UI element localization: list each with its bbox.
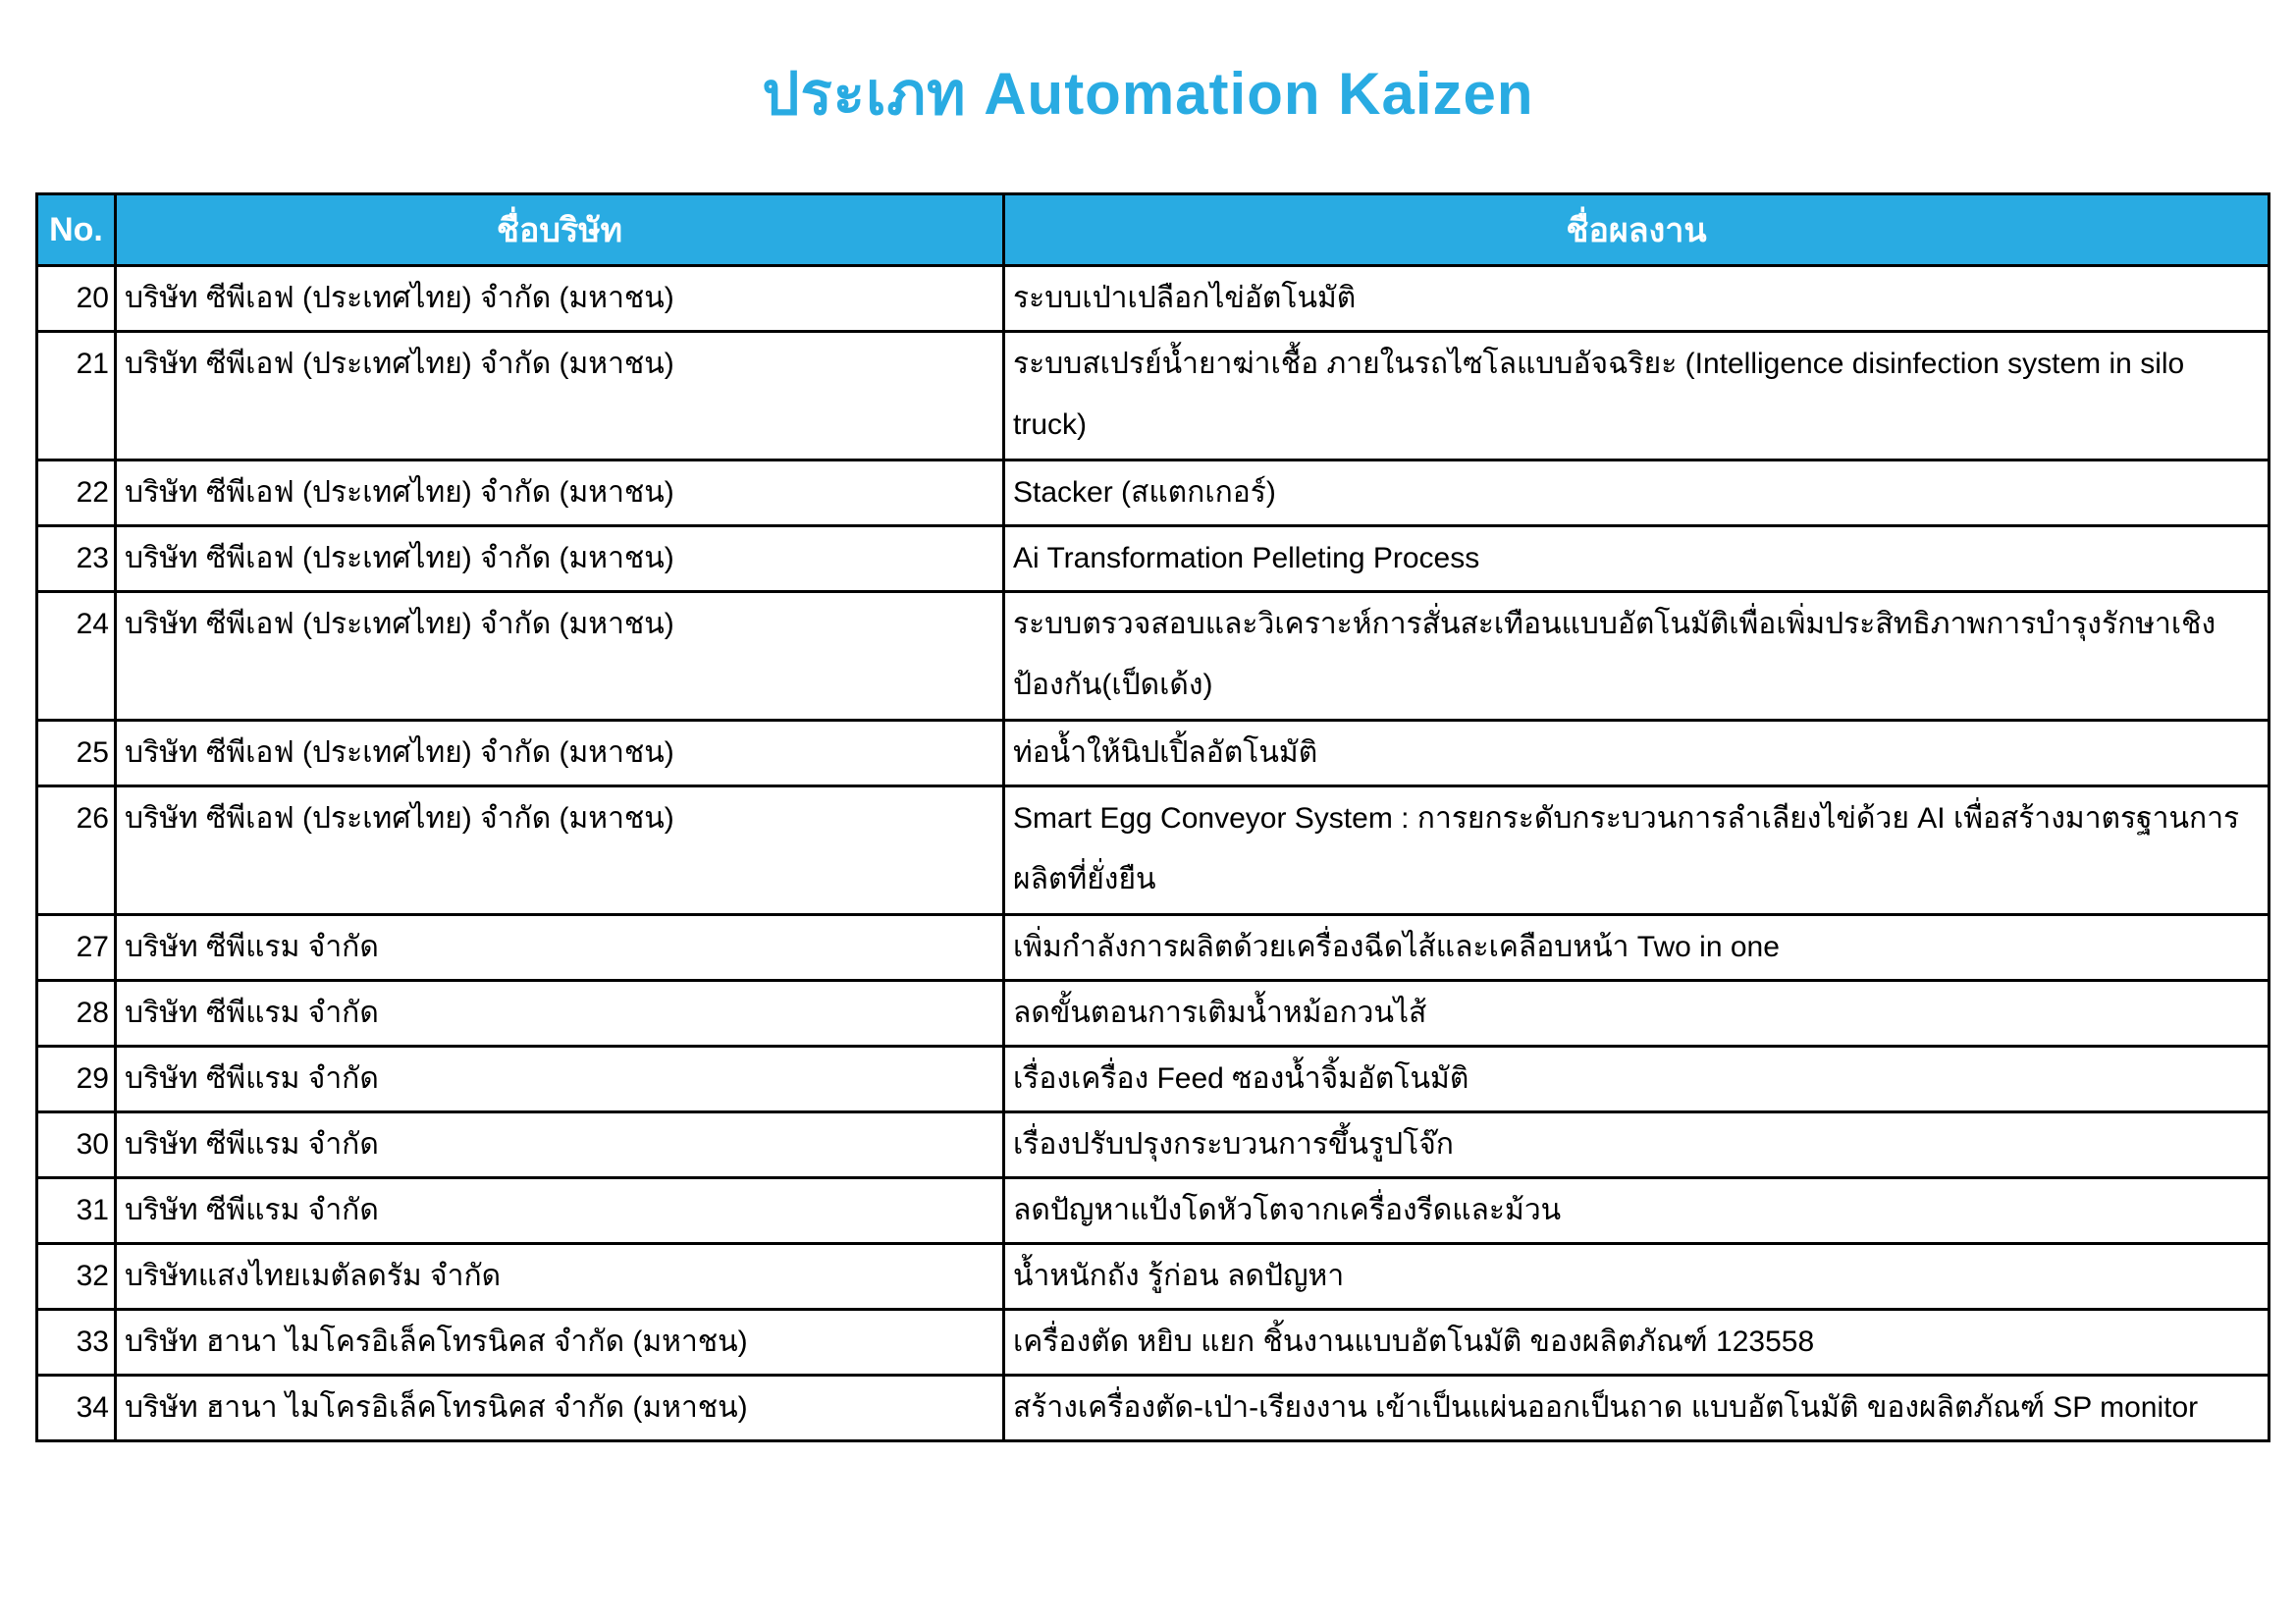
table-row: 25 บริษัท ซีพีเอฟ (ประเทศไทย) จำกัด (มหาช… xyxy=(35,719,2270,787)
table-row: 23 บริษัท ซีพีเอฟ (ประเทศไทย) จำกัด (มหาช… xyxy=(35,524,2270,593)
cell-company-name: บริษัท ซีพีเอฟ (ประเทศไทย) จำกัด (มหาชน) xyxy=(114,459,1005,527)
cell-row-number: 24 xyxy=(35,590,117,722)
table-header-row: No. ชื่อบริษัท ชื่อผลงาน xyxy=(35,192,2270,267)
cell-company-name: บริษัท ฮานา ไมโครอิเล็คโทรนิคส จำกัด (มห… xyxy=(114,1374,1005,1442)
cell-company-name: บริษัท ซีพีเอฟ (ประเทศไทย) จำกัด (มหาชน) xyxy=(114,264,1005,333)
cell-row-number: 33 xyxy=(35,1308,117,1377)
cell-work-name: น้ำหนักถัง รู้ก่อน ลดปัญหา xyxy=(1002,1242,2270,1311)
cell-company-name: บริษัท ซีพีเอฟ (ประเทศไทย) จำกัด (มหาชน) xyxy=(114,719,1005,787)
cell-company-name: บริษัท ฮานา ไมโครอิเล็คโทรนิคส จำกัด (มห… xyxy=(114,1308,1005,1377)
cell-row-number: 28 xyxy=(35,979,117,1048)
page-title: ประเภท Automation Kaizen xyxy=(762,61,1534,127)
header-no: No. xyxy=(35,192,117,267)
cell-company-name: บริษัท ซีพีเอฟ (ประเทศไทย) จำกัด (มหาชน) xyxy=(114,590,1005,722)
table-row: 30 บริษัท ซีพีแรม จำกัด เรื่องปรับปรุงกระบ… xyxy=(35,1110,2270,1179)
table-row: 21 บริษัท ซีพีเอฟ (ประเทศไทย) จำกัด (มหาช… xyxy=(35,330,2270,461)
cell-row-number: 30 xyxy=(35,1110,117,1179)
table-row: 26 บริษัท ซีพีเอฟ (ประเทศไทย) จำกัด (มหาช… xyxy=(35,785,2270,916)
cell-work-name: ท่อน้ำให้นิปเปิ้ลอัตโนมัติ xyxy=(1002,719,2270,787)
cell-work-name: ลดขั้นตอนการเติมน้ำหม้อกวนไส้ xyxy=(1002,979,2270,1048)
header-company-name: ชื่อบริษัท xyxy=(114,192,1005,267)
cell-row-number: 32 xyxy=(35,1242,117,1311)
cell-work-name: เรื่องปรับปรุงกระบวนการขึ้นรูปโจ๊ก xyxy=(1002,1110,2270,1179)
cell-work-name: สร้างเครื่องตัด-เป่า-เรียงงาน เข้าเป็นแผ… xyxy=(1002,1374,2270,1442)
cell-row-number: 27 xyxy=(35,913,117,982)
table-body: 20 บริษัท ซีพีเอฟ (ประเทศไทย) จำกัด (มหาช… xyxy=(35,264,2270,1442)
table-row: 20 บริษัท ซีพีเอฟ (ประเทศไทย) จำกัด (มหาช… xyxy=(35,264,2270,333)
cell-company-name: บริษัทแสงไทยเมตัลดรัม จำกัด xyxy=(114,1242,1005,1311)
table-row: 29 บริษัท ซีพีแรม จำกัด เรื่องเครื่อง Feed… xyxy=(35,1045,2270,1113)
cell-row-number: 29 xyxy=(35,1045,117,1113)
cell-company-name: บริษัท ซีพีเอฟ (ประเทศไทย) จำกัด (มหาชน) xyxy=(114,785,1005,916)
cell-company-name: บริษัท ซีพีเอฟ (ประเทศไทย) จำกัด (มหาชน) xyxy=(114,524,1005,593)
cell-row-number: 25 xyxy=(35,719,117,787)
cell-work-name: ระบบสเปรย์น้ำยาฆ่าเชื้อ ภายในรถไซโลแบบอั… xyxy=(1002,330,2270,461)
cell-work-name: Smart Egg Conveyor System : การยกระดับกร… xyxy=(1002,785,2270,916)
cell-work-name: Stacker (สแตกเกอร์) xyxy=(1002,459,2270,527)
cell-row-number: 26 xyxy=(35,785,117,916)
cell-row-number: 21 xyxy=(35,330,117,461)
cell-row-number: 20 xyxy=(35,264,117,333)
cell-work-name: Ai Transformation Pelleting Process xyxy=(1002,524,2270,593)
cell-company-name: บริษัท ซีพีแรม จำกัด xyxy=(114,913,1005,982)
table-row: 22 บริษัท ซีพีเอฟ (ประเทศไทย) จำกัด (มหาช… xyxy=(35,459,2270,527)
table-row: 24 บริษัท ซีพีเอฟ (ประเทศไทย) จำกัด (มหาช… xyxy=(35,590,2270,722)
cell-row-number: 34 xyxy=(35,1374,117,1442)
table-row: 31 บริษัท ซีพีแรม จำกัด ลดปัญหาแป้งโดหัวโต… xyxy=(35,1176,2270,1245)
cell-company-name: บริษัท ซีพีเอฟ (ประเทศไทย) จำกัด (มหาชน) xyxy=(114,330,1005,461)
kaizen-table: No. ชื่อบริษัท ชื่อผลงาน 20 บริษัท ซีพีเอ… xyxy=(35,192,2270,1442)
cell-row-number: 22 xyxy=(35,459,117,527)
cell-company-name: บริษัท ซีพีแรม จำกัด xyxy=(114,1110,1005,1179)
header-work-name: ชื่อผลงาน xyxy=(1002,192,2270,267)
cell-company-name: บริษัท ซีพีแรม จำกัด xyxy=(114,1176,1005,1245)
cell-work-name: เครื่องตัด หยิบ แยก ชิ้นงานแบบอัตโนมัติ … xyxy=(1002,1308,2270,1377)
table-row: 28 บริษัท ซีพีแรม จำกัด ลดขั้นตอนการเติมน้… xyxy=(35,979,2270,1048)
table-row: 27 บริษัท ซีพีแรม จำกัด เพิ่มกำลังการผลิตด… xyxy=(35,913,2270,982)
cell-work-name: เพิ่มกำลังการผลิตด้วยเครื่องฉีดไส้และเคล… xyxy=(1002,913,2270,982)
cell-company-name: บริษัท ซีพีแรม จำกัด xyxy=(114,979,1005,1048)
table-row: 32 บริษัทแสงไทยเมตัลดรัม จำกัด น้ำหนักถัง … xyxy=(35,1242,2270,1311)
cell-row-number: 23 xyxy=(35,524,117,593)
cell-work-name: เรื่องเครื่อง Feed ซองน้ำจิ้มอัตโนมัติ xyxy=(1002,1045,2270,1113)
table-row: 34 บริษัท ฮานา ไมโครอิเล็คโทรนิคส จำกัด (… xyxy=(35,1374,2270,1442)
cell-company-name: บริษัท ซีพีแรม จำกัด xyxy=(114,1045,1005,1113)
cell-work-name: ระบบเป่าเปลือกไข่อัตโนมัติ xyxy=(1002,264,2270,333)
cell-row-number: 31 xyxy=(35,1176,117,1245)
table-row: 33 บริษัท ฮานา ไมโครอิเล็คโทรนิคส จำกัด (… xyxy=(35,1308,2270,1377)
cell-work-name: ลดปัญหาแป้งโดหัวโตจากเครื่องรีดและม้วน xyxy=(1002,1176,2270,1245)
cell-work-name: ระบบตรวจสอบและวิเคราะห์การสั่นสะเทือนแบบ… xyxy=(1002,590,2270,722)
